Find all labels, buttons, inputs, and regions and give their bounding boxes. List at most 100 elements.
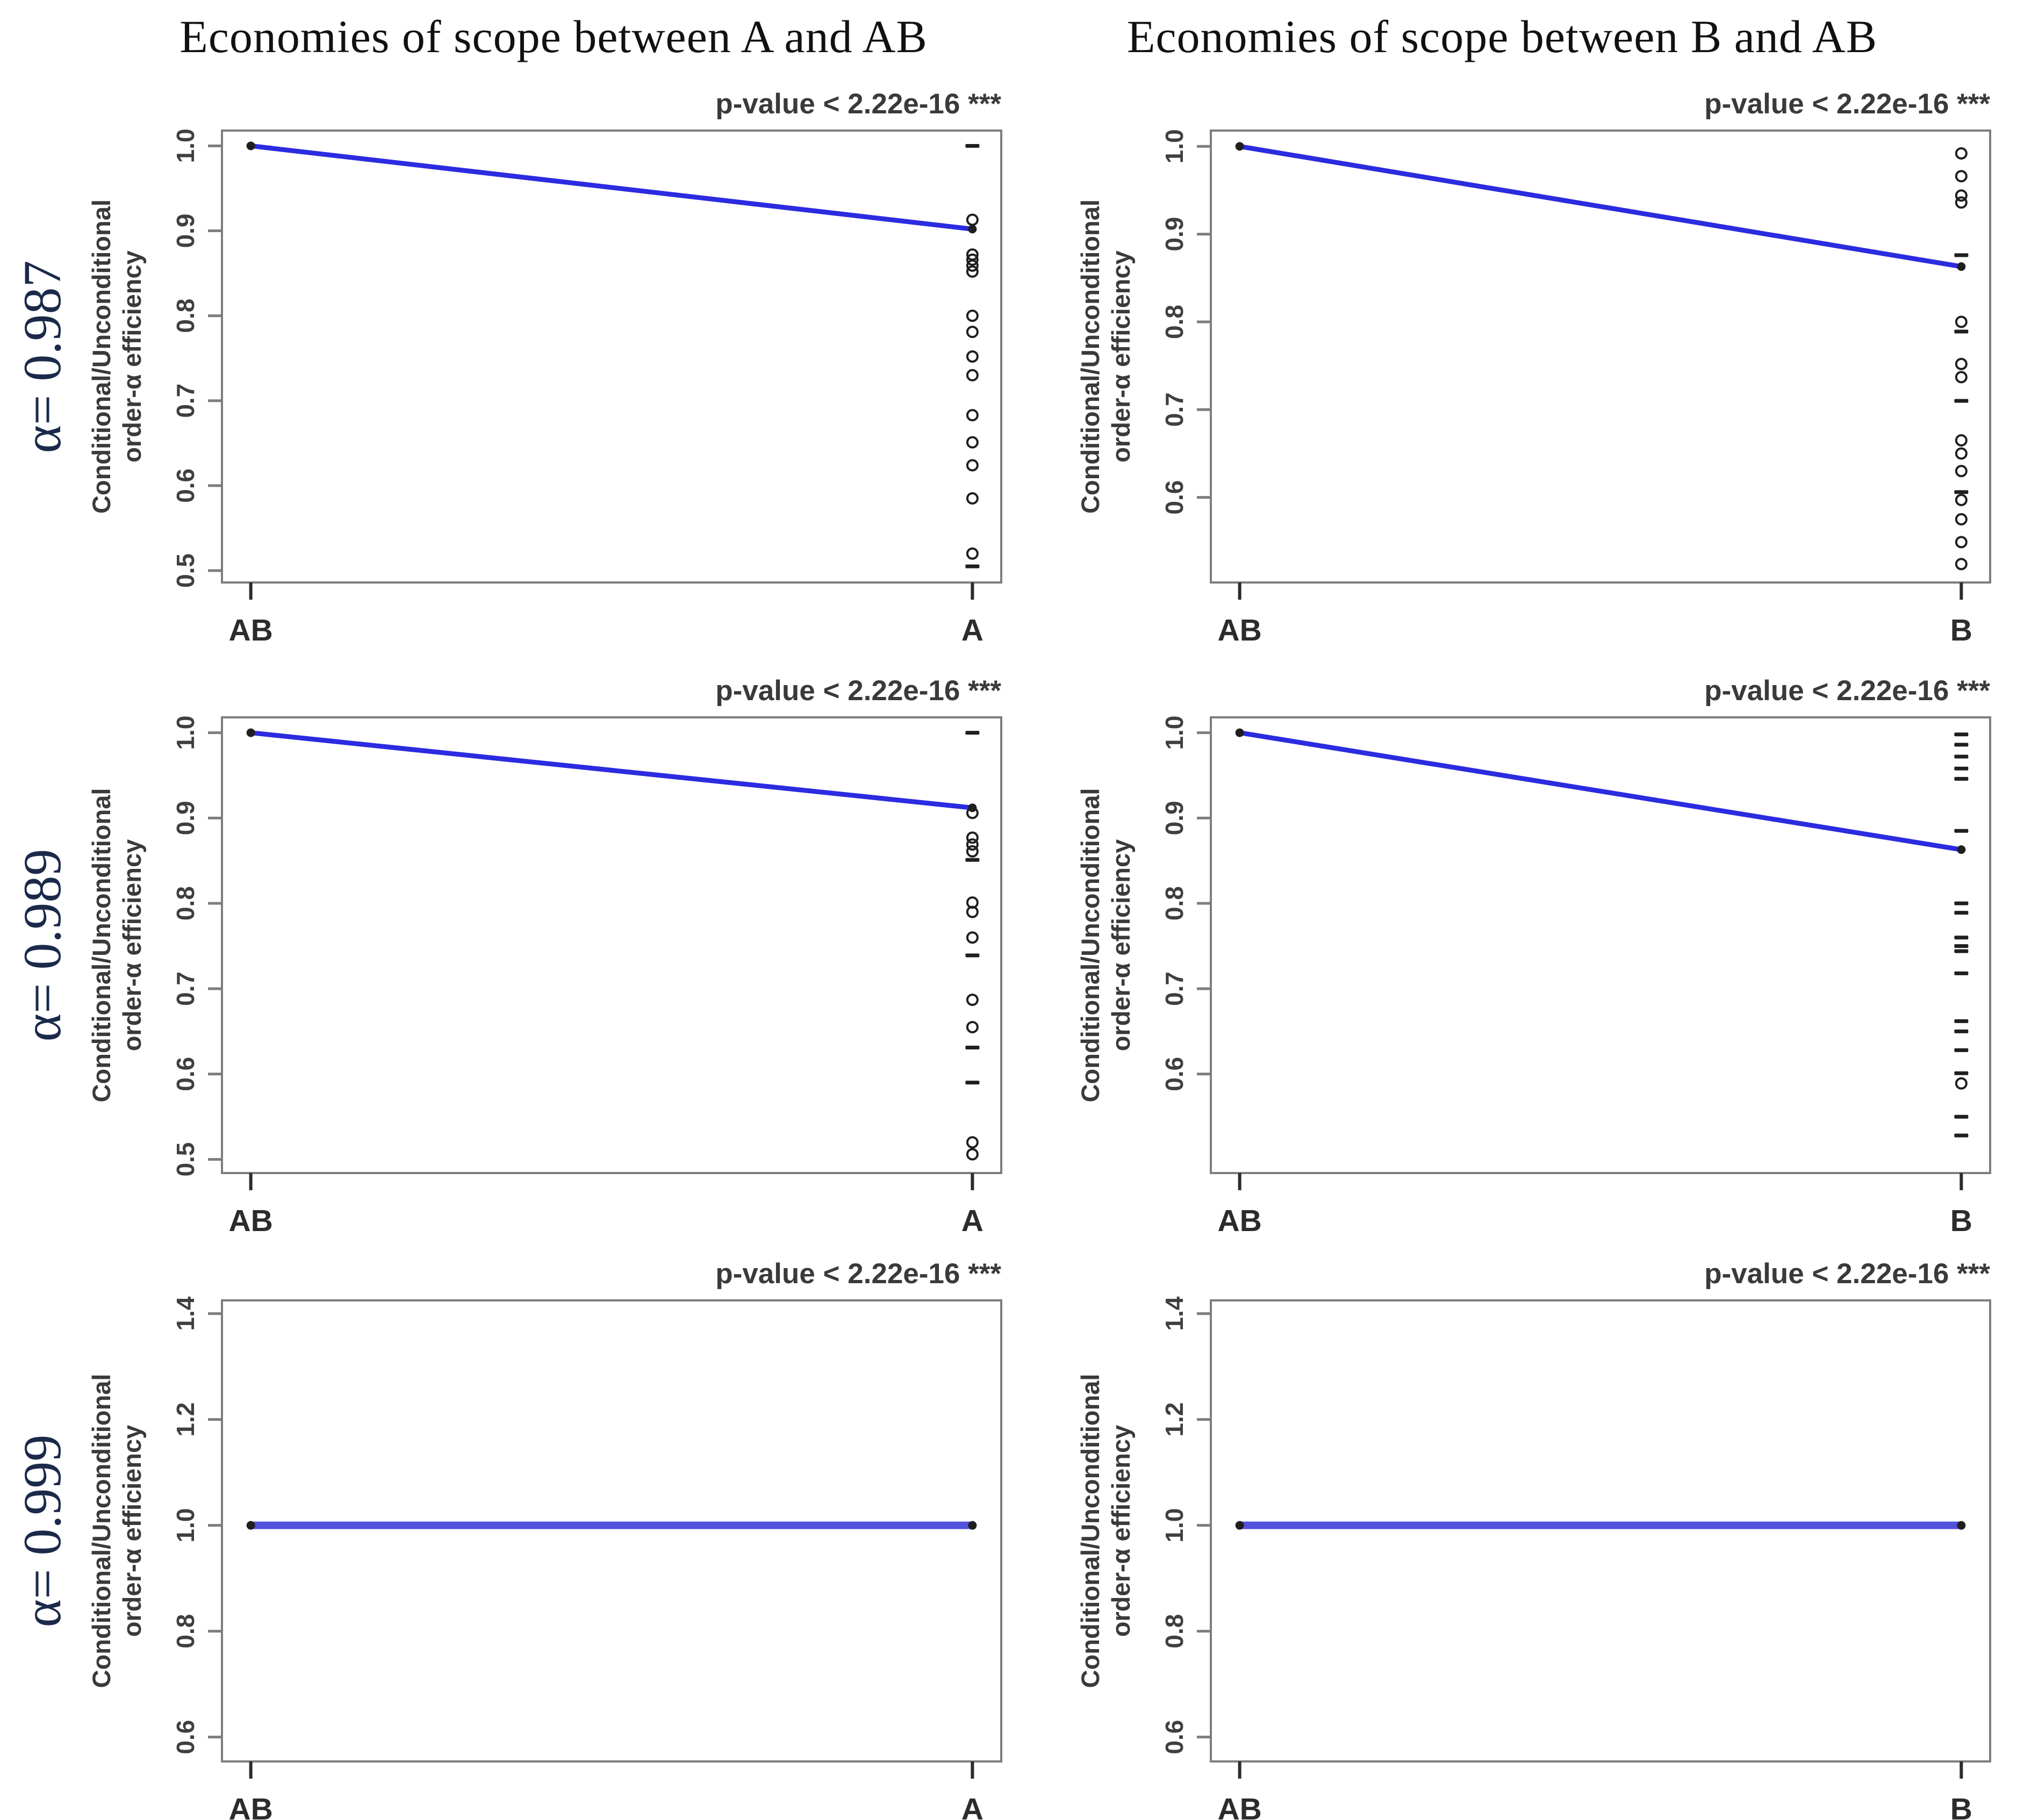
plot-frame [221,1299,1002,1763]
scatter-point-dash [1954,490,1969,494]
scatter-point-circle [1955,465,1968,478]
y-tick-label: 1.0 [1160,716,1188,750]
scatter-point-dash [1954,901,1969,905]
plot-svg: p-value < 2.22e-16 *** 1.0 0.9 0.8 0.7 0.6 0.5… [87,675,1002,1238]
line-end-dot [968,1521,977,1530]
scatter-point-circle [1955,189,1968,202]
y-tick-label: 1.0 [1160,129,1188,163]
scatter-point-dash [1954,399,1969,403]
scatter-point-circle [966,265,979,278]
scatter-point-circle [1955,558,1968,571]
scatter-point-circle [966,838,979,851]
scatter-point-circle [966,1020,979,1033]
y-tick-label: 0.9 [171,801,199,835]
scatter-point-dash [1954,732,1969,737]
scatter-point-circle [1955,513,1968,526]
scatter-point-circle [966,310,979,322]
y-axis-label-line2: order-α efficiency [118,1425,146,1637]
y-axis-label-line1: Conditional/Unconditional [87,788,116,1103]
scatter-point-dash [1954,1019,1969,1023]
y-tick-label: 0.7 [1160,392,1188,427]
x-tick-label: A [961,1204,984,1238]
scatter-point-dash [1954,1071,1969,1075]
x-tick-label: AB [1217,613,1261,648]
scatter-point-dash [1954,829,1969,833]
y-tick-label: 0.6 [1160,1057,1188,1091]
plot-frame [1210,1299,1991,1763]
y-tick-label: 0.8 [171,886,199,920]
y-tick-label: 0.8 [171,1614,199,1649]
y-tick-label: 1.0 [171,1508,199,1543]
plot-frame [1210,130,1991,584]
scatter-point-circle [1955,371,1968,384]
pvalue-annotation: p-value < 2.22e-16 *** [1704,88,1990,120]
scatter-point-circle [966,459,979,472]
scatter-point-circle [966,326,979,339]
plot-b-ab-alpha-0989: p-value < 2.22e-16 *** 1.0 0.9 0.8 0.7 0.6 AB B… [1064,661,2010,1238]
column-title-right: Economies of scope between B and AB [1126,11,1878,62]
scatter-point-dash [1954,329,1969,334]
scatter-point-circle [1955,147,1968,160]
y-axis-label-line2: order-α efficiency [118,250,146,463]
y-axis-label-line1: Conditional/Unconditional [1076,1374,1104,1688]
scatter-point-circle [966,259,979,272]
line-start-dot [246,141,255,150]
y-tick-label: 1.0 [1160,1508,1188,1543]
scatter-point-dash [1954,776,1969,781]
pvalue-annotation: p-value < 2.22e-16 *** [715,675,1001,707]
row-label-alpha-0987: α= 0.987 [12,260,72,454]
plot-svg: p-value < 2.22e-16 *** 1.0 0.9 0.8 0.7 0.6 0.5… [87,88,1002,648]
y-axis-label-line1: Conditional/Unconditional [87,1374,116,1688]
scatter-point-circle [966,213,979,226]
line-start-dot [1235,1521,1244,1530]
x-tick-label: B [1950,613,1972,648]
scatter-point-dash [1954,1048,1969,1052]
scatter-point-circle [1955,536,1968,549]
scatter-point-dash [965,858,980,862]
y-tick-label: 1.4 [171,1296,199,1330]
y-tick-label: 0.6 [171,1720,199,1754]
line-start-dot [1235,728,1244,737]
scatter-point-dash [965,143,980,148]
line-end-dot [1957,845,1966,854]
plot-frame [1210,716,1991,1174]
y-tick-label: 1.2 [1160,1402,1188,1437]
y-tick-label: 0.8 [171,299,199,333]
scatter-point-circle [966,409,979,422]
y-tick-label: 0.9 [1160,801,1188,835]
scatter-point-circle [1955,170,1968,183]
y-tick-label: 0.8 [1160,886,1188,920]
scatter-point-circle [966,905,979,918]
y-axis-label-line2: order-α efficiency [1107,839,1135,1052]
scatter-point-dash [1954,754,1969,759]
scatter-point-dash [1954,944,1969,948]
scatter-point-circle [966,994,979,1006]
plot-b-ab-alpha-0999: p-value < 2.22e-16 *** 1.4 1.2 1.0 0.8 0.6 AB B… [1064,1247,2010,1820]
pvalue-annotation: p-value < 2.22e-16 *** [715,1258,1001,1290]
y-axis-label-line2: order-α efficiency [118,839,146,1052]
scatter-point-dash [965,953,980,958]
y-axis-label-line1: Conditional/Unconditional [1076,199,1104,514]
scatter-point-dash [965,564,980,569]
x-tick-label: A [961,1792,984,1820]
scatter-point-circle [966,845,979,858]
trend-line [1237,730,1964,852]
y-axis-label-line2: order-α efficiency [1107,250,1135,463]
y-axis-label-line1: Conditional/Unconditional [87,199,116,514]
trend-line [248,143,975,232]
scatter-point-circle [1955,196,1968,209]
scatter-point-dash [1954,911,1969,915]
scatter-point-dash [1954,936,1969,940]
x-tick-label: AB [1217,1204,1261,1238]
y-tick-label: 1.0 [171,128,199,163]
y-tick-label: 0.9 [171,214,199,248]
line-start-dot [246,728,255,737]
scatter-point-dash [1954,1114,1969,1119]
scatter-point-circle [1955,357,1968,370]
y-tick-label: 0.7 [1160,972,1188,1006]
column-title-left: Economies of scope between A and AB [180,11,928,62]
plot-b-ab-alpha-0987: p-value < 2.22e-16 *** 1.0 0.9 0.8 0.7 0.6 AB B… [1064,75,2010,648]
y-tick-label: 0.5 [171,1142,199,1177]
scatter-point-circle [966,436,979,449]
